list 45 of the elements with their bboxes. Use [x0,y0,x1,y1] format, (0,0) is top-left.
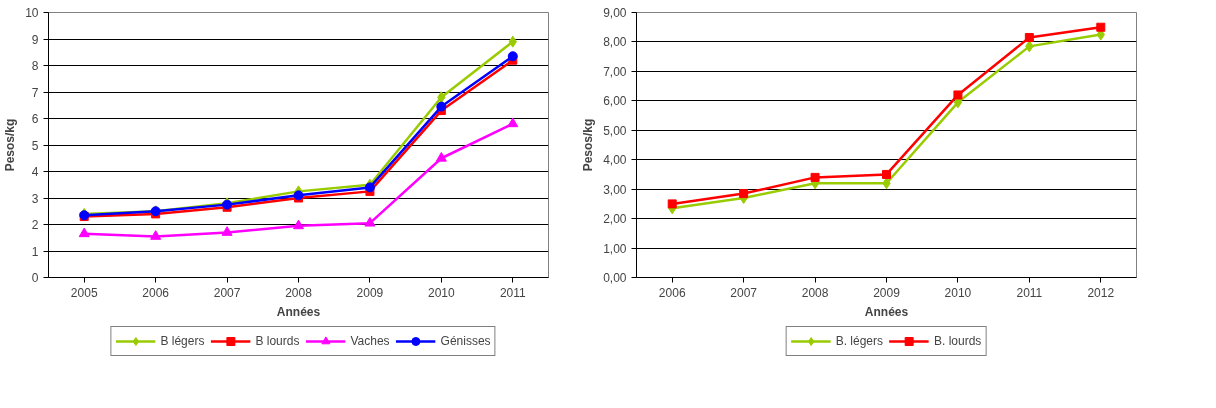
x-tick-label: 2009 [873,285,901,300]
y-tick-label: 10 [25,6,39,20]
y-tick-label: 4 [31,165,39,179]
legend-label: B lourds [255,334,300,348]
y-tick-label: 5 [31,138,39,153]
x-axis-title: Années [864,304,909,319]
y-tick-label: 9,00 [603,6,627,20]
x-tick-label: 2010 [428,285,456,300]
legend-label: Vaches [350,334,390,348]
y-tick-label: 4,00 [603,153,627,168]
y-tick-label: 7,00 [603,64,627,79]
x-tick-label: 2008 [801,285,829,300]
y-tick-label: 3 [31,191,39,206]
x-tick-label: 2008 [285,285,313,300]
y-tick-label: 7 [31,85,39,100]
legend-label: Génisses [440,334,491,348]
legend-label: B légers [160,334,205,348]
y-axis-title: Pesos/kg [581,118,596,172]
y-axis-title: Pesos/kg [3,118,18,172]
y-tick-label: 6 [31,112,39,126]
y-tick-label: 2 [31,218,39,232]
y-tick-label: 6,00 [603,94,627,109]
y-tick-label: 5,00 [603,123,627,138]
x-tick-label: 2012 [1087,285,1115,300]
legend-label: B. légers [835,334,883,348]
legend-label: B. lourds [934,334,982,348]
x-tick-label: 2011 [1016,285,1043,300]
x-tick-label: 2006 [658,285,686,300]
x-axis-title: Années [276,304,321,319]
x-tick-label: 2007 [213,285,241,300]
y-tick-label: 0 [31,271,39,285]
y-tick-label: 0,00 [603,271,627,285]
x-tick-label: 2007 [730,285,758,300]
y-tick-label: 3,00 [603,182,627,197]
y-tick-label: 9 [31,32,39,47]
y-tick-label: 8 [31,59,39,73]
x-tick-label: 2010 [944,285,972,300]
y-tick-label: 2,00 [603,212,627,227]
y-tick-label: 8,00 [603,35,627,50]
x-tick-label: 2011 [499,285,527,300]
x-tick-label: 2005 [70,285,98,300]
y-tick-label: 1 [31,244,39,259]
x-tick-label: 2009 [356,285,384,300]
x-tick-label: 2006 [142,285,170,300]
y-tick-label: 1,00 [603,241,627,256]
